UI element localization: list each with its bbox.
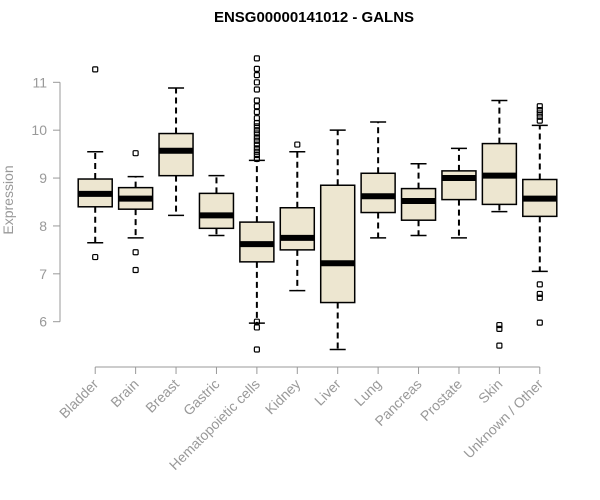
x-tick-label: Bladder [56, 376, 102, 422]
boxes-group [77, 55, 558, 353]
y-tick-label: 8 [39, 218, 47, 234]
outlier-point [253, 65, 260, 72]
outlier-point [536, 103, 543, 110]
outlier-point [253, 137, 260, 144]
box-unknown-other [522, 103, 558, 326]
box-pancreas [400, 162, 437, 237]
outlier-point [253, 151, 260, 159]
x-tick-label: Brain [107, 376, 141, 410]
outlier-point [253, 346, 260, 353]
y-tick-label: 11 [32, 74, 47, 90]
iqr-box [158, 132, 194, 177]
box-breast [158, 87, 194, 217]
y-axis: 6 7 8 9 10 11 [31, 74, 61, 330]
outlier-point [132, 266, 139, 274]
outlier-point [536, 110, 543, 117]
iqr-box [319, 184, 356, 304]
outlier-point [132, 249, 139, 256]
y-axis-label: Expression [0, 165, 16, 234]
outlier-point [536, 281, 543, 288]
outlier-point [536, 319, 543, 326]
outlier-point [496, 342, 503, 349]
outlier-point [253, 134, 260, 141]
iqr-box [279, 206, 316, 251]
x-tick-label: Kidney [262, 376, 304, 418]
outlier-point [253, 141, 260, 148]
outlier-point [253, 86, 260, 93]
box-skin [481, 99, 518, 349]
x-tick-label: Lung [351, 376, 384, 409]
outlier-point [253, 97, 260, 104]
y-tick-label: 7 [39, 266, 47, 282]
outlier-point [536, 294, 543, 301]
chart-title: ENSG00000141012 - GALNS [214, 9, 414, 26]
outlier-point [253, 324, 260, 331]
outlier-point [536, 113, 543, 120]
outlier-point [253, 145, 260, 152]
outlier-point [294, 141, 301, 148]
box-gastric [198, 174, 235, 237]
outlier-point [536, 290, 543, 298]
outlier-point [132, 150, 139, 157]
outlier-point [92, 253, 99, 261]
box-liver [319, 129, 356, 351]
box-bladder [77, 66, 113, 261]
box-kidney [279, 141, 316, 292]
x-tick-label: Prostate [417, 376, 465, 424]
outlier-point [253, 127, 260, 134]
outlier-point [496, 325, 503, 332]
outlier-point [253, 108, 260, 116]
x-tick-label: Skin [475, 376, 506, 407]
outlier-point [536, 117, 543, 124]
iqr-box [360, 172, 396, 214]
box-brain [117, 150, 154, 274]
outlier-point [253, 318, 260, 325]
y-tick-label: 9 [39, 170, 47, 186]
x-tick-label: Breast [142, 376, 182, 416]
outlier-point [253, 130, 260, 137]
outlier-point [253, 55, 260, 62]
outlier-point [496, 321, 503, 329]
outlier-point [253, 103, 260, 110]
x-tick-label: Liver [311, 376, 344, 409]
outlier-point [253, 155, 260, 163]
box-hematopoietic-cells [239, 55, 275, 353]
iqr-box [198, 192, 235, 230]
outlier-point [536, 106, 543, 114]
y-tick-label: 10 [31, 122, 47, 138]
outlier-point [253, 79, 260, 86]
outlier-point [253, 115, 260, 122]
outlier-point [253, 123, 260, 130]
box-lung [360, 121, 396, 239]
y-tick-label: 6 [39, 314, 47, 330]
box-prostate [441, 147, 477, 239]
outlier-point [92, 66, 99, 73]
outlier-point [253, 148, 260, 155]
iqr-box [400, 187, 437, 221]
outlier-point [253, 72, 260, 79]
